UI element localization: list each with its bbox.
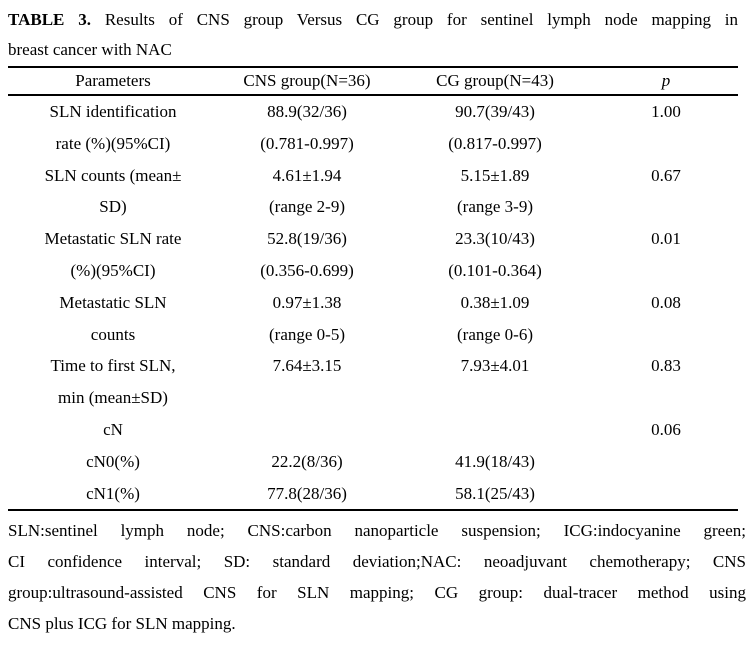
table-row: cN0(%) 22.2(8/36) 41.9(18/43): [8, 446, 738, 478]
cell-cg-value: 23.3(10/43) (0.101-0.364): [448, 229, 542, 280]
table-header-row: Parameters CNS group(N=36) CG group(N=43…: [8, 67, 738, 96]
cell-parameter: cN0(%): [86, 451, 140, 471]
cell-p-value: 1.00: [651, 102, 681, 121]
footnote-line: group:ultrasound-assisted CNS for SLN ma…: [8, 583, 746, 603]
column-header-p-value: p: [594, 67, 738, 96]
column-header-cns-group: CNS group(N=36): [218, 67, 396, 96]
footnote-line: SLN:sentinel lymph node; CNS:carbon nano…: [8, 521, 746, 541]
cell-cg-value: 7.93±4.01: [460, 356, 530, 376]
footnote-line: CI confidence interval; SD: standard dev…: [8, 552, 746, 572]
table-caption-text: Results of CNS group Versus CG group for…: [104, 10, 739, 29]
results-table: Parameters CNS group(N=36) CG group(N=43…: [8, 66, 738, 512]
cell-cns-value: 52.8(19/36) (0.356-0.699): [260, 229, 354, 280]
cell-parameter: cN: [103, 419, 123, 439]
cell-parameter: Metastatic SLN rate (%)(95%CI): [44, 229, 182, 280]
table-row: cN1(%) 77.8(28/36) 58.1(25/43): [8, 478, 738, 511]
cell-p-value: [594, 478, 738, 511]
cell-cg-value: 5.15±1.89 (range 3-9): [457, 165, 533, 217]
cell-p-value: 0.06: [651, 419, 681, 439]
table-caption-line2: breast cancer with NAC: [8, 40, 172, 59]
cell-parameter: Metastatic SLN counts: [59, 292, 167, 344]
cell-p-value: [594, 446, 738, 478]
table-row: Metastatic SLN rate (%)(95%CI) 52.8(19/3…: [8, 223, 738, 287]
footnote-line: CNS plus ICG for SLN mapping.: [8, 614, 236, 634]
cell-cns-value: 7.64±3.15: [272, 356, 342, 376]
cell-p-value: 0.83: [651, 356, 681, 376]
cell-p-value: 0.08: [651, 292, 681, 312]
cell-cns-value: 77.8(28/36): [267, 483, 347, 503]
cell-cg-value: [396, 414, 594, 446]
cell-cns-value: [218, 414, 396, 446]
cell-parameter: Time to first SLN, min (mean±SD): [50, 356, 176, 408]
cell-cns-value: 22.2(8/36): [271, 451, 343, 471]
table-row: Metastatic SLN counts 0.97±1.38 (range 0…: [8, 287, 738, 351]
cell-cg-value: 58.1(25/43): [455, 483, 535, 503]
table-caption-line1: TABLE 3. Results of CNS group Versus CG …: [8, 5, 738, 35]
cell-cg-value: 90.7(39/43) (0.817-0.997): [448, 102, 542, 153]
table-number-label: TABLE 3.: [8, 10, 91, 29]
table-caption: TABLE 3. Results of CNS group Versus CG …: [8, 5, 738, 65]
column-header-cg-group: CG group(N=43): [396, 67, 594, 96]
column-header-parameters: Parameters: [8, 67, 218, 96]
table-row: cN 0.06: [8, 414, 738, 446]
cell-parameter: SLN counts (mean± SD): [44, 165, 182, 217]
cell-cg-value: 41.9(18/43): [455, 451, 535, 471]
table-footnote: SLN:sentinel lymph node; CNS:carbon nano…: [8, 511, 746, 639]
cell-p-value: 0.67: [651, 165, 681, 185]
table-row: Time to first SLN, min (mean±SD) 7.64±3.…: [8, 350, 738, 414]
cell-cg-value: 0.38±1.09 (range 0-6): [457, 292, 533, 344]
table-row: SLN identification rate (%)(95%CI) 88.9(…: [8, 95, 738, 160]
cell-parameter: cN1(%): [86, 483, 140, 503]
cell-cns-value: 0.97±1.38 (range 0-5): [269, 292, 345, 344]
cell-parameter: SLN identification rate (%)(95%CI): [49, 102, 177, 153]
cell-cns-value: 4.61±1.94 (range 2-9): [269, 165, 345, 217]
cell-cns-value: 88.9(32/36) (0.781-0.997): [260, 102, 354, 153]
cell-p-value: 0.01: [651, 229, 681, 249]
table-row: SLN counts (mean± SD) 4.61±1.94 (range 2…: [8, 160, 738, 224]
